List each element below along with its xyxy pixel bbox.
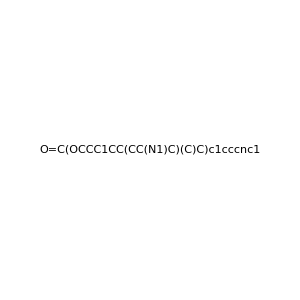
Text: O=C(OCCC1CC(CC(N1)C)(C)C)c1cccnc1: O=C(OCCC1CC(CC(N1)C)(C)C)c1cccnc1 [39, 145, 261, 155]
